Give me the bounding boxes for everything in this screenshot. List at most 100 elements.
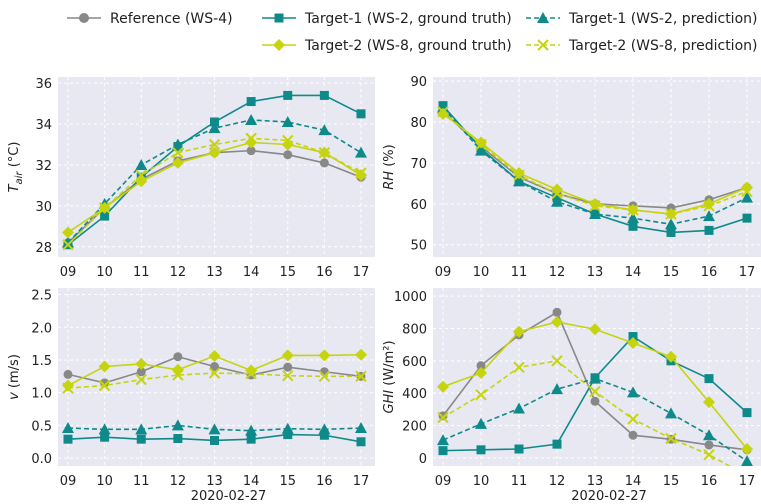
- data-point-t1gt: [552, 439, 562, 449]
- data-point-t2gt: [627, 337, 639, 350]
- data-point-t2gt: [475, 136, 487, 149]
- y-axis-label: Tair (°C): [7, 142, 25, 193]
- data-point-t2gt: [62, 226, 74, 239]
- data-point-t2pred: [589, 200, 601, 212]
- data-point-t2pred: [627, 204, 639, 216]
- data-point-t1pred: [627, 386, 639, 398]
- ytick-label: 0: [419, 452, 427, 467]
- ytick-label: 70: [410, 157, 427, 172]
- data-point-t1gt: [742, 408, 752, 418]
- data-point-t1gt: [356, 437, 366, 447]
- data-point-t2gt: [208, 350, 221, 363]
- data-point-t1pred: [589, 372, 601, 384]
- data-point-t2pred: [551, 187, 563, 200]
- xtick-label: 12: [549, 474, 566, 489]
- data-point-t2pred: [135, 373, 147, 386]
- data-point-t1gt: [210, 117, 219, 127]
- data-point-t1pred: [627, 212, 639, 224]
- data-point-t1pred: [355, 422, 367, 434]
- ytick-label: 0.5: [31, 419, 52, 434]
- data-point-ref: [628, 430, 638, 440]
- data-point-t2pred: [437, 411, 449, 424]
- xtick-label: 14: [243, 474, 260, 489]
- data-point-t1pred: [281, 422, 294, 434]
- x-axis-label: 2020-02-27: [191, 489, 267, 504]
- xtick-label: 14: [243, 265, 260, 280]
- data-point-ref: [210, 362, 219, 372]
- xtick-label: 13: [206, 474, 223, 489]
- xtick-label: 17: [353, 474, 370, 489]
- ytick-label: 0.0: [31, 452, 52, 467]
- xtick-label: 09: [435, 474, 452, 489]
- data-point-t1gt: [438, 446, 448, 456]
- xtick-label: 09: [435, 265, 452, 280]
- data-point-t2pred: [703, 200, 715, 212]
- data-point-t2pred: [741, 185, 753, 198]
- data-point-ref: [704, 440, 714, 450]
- plot-area: [58, 77, 375, 257]
- data-point-ref: [590, 396, 600, 406]
- legend-label-t2gt: Target-2 (WS-8, ground truth): [304, 38, 512, 54]
- xtick-label: 17: [739, 474, 756, 489]
- xtick-label: 11: [133, 474, 150, 489]
- data-point-t1gt: [283, 430, 293, 440]
- data-point-t2gt: [208, 146, 221, 159]
- legend-item-ref: Reference (WS-4): [67, 11, 233, 27]
- data-point-t2pred: [355, 167, 367, 179]
- data-point-t1gt: [100, 432, 110, 442]
- data-point-t2gt: [437, 380, 449, 393]
- xtick-label: 15: [279, 474, 296, 489]
- xtick-label: 17: [739, 265, 756, 280]
- data-point-t2gt: [475, 366, 487, 379]
- data-point-ref: [319, 367, 329, 377]
- ytick-label: 800: [402, 322, 427, 337]
- series-group: [437, 307, 753, 466]
- data-point-t2pred: [135, 169, 147, 181]
- data-point-t2pred: [551, 355, 563, 367]
- data-point-t2gt: [513, 167, 525, 180]
- data-point-t1pred: [551, 383, 563, 395]
- data-point-t2pred: [703, 448, 715, 461]
- data-point-t1gt: [246, 97, 256, 107]
- data-point-t1pred: [62, 422, 74, 434]
- xtick-label: 10: [473, 265, 490, 280]
- xtick-label: 12: [170, 474, 187, 489]
- data-point-t1pred: [475, 417, 487, 429]
- ytick-label: 60: [410, 198, 427, 213]
- data-point-t1gt: [63, 434, 73, 444]
- data-point-t1gt: [136, 434, 146, 444]
- legend-marker-ref: [79, 13, 89, 23]
- data-point-t1gt: [100, 211, 110, 221]
- data-point-t2pred: [665, 432, 677, 445]
- data-point-t1pred: [245, 113, 258, 125]
- xtick-label: 13: [206, 265, 223, 280]
- data-point-t2gt: [741, 443, 753, 456]
- data-point-t2gt: [665, 350, 677, 363]
- xtick-label: 16: [701, 265, 718, 280]
- ytick-label: 36: [35, 77, 52, 92]
- data-point-t1gt: [319, 90, 329, 100]
- data-point-t1pred: [208, 423, 221, 435]
- data-point-t1gt: [704, 374, 714, 384]
- data-point-t1pred: [703, 429, 715, 441]
- ytick-label: 30: [35, 200, 52, 215]
- data-point-ref: [666, 203, 676, 213]
- xtick-label: 12: [170, 265, 187, 280]
- xtick-label: 12: [549, 265, 566, 280]
- legend-marker-t1gt: [274, 13, 284, 23]
- ytick-label: 1.0: [31, 387, 52, 402]
- data-point-t1pred: [318, 124, 331, 136]
- data-point-t2pred: [172, 369, 184, 381]
- data-point-t1pred: [281, 116, 294, 127]
- ytick-label: 400: [402, 387, 427, 402]
- data-point-t1pred: [355, 146, 367, 158]
- ytick-label: 32: [35, 159, 52, 174]
- xtick-label: 13: [587, 474, 604, 489]
- data-point-t1gt: [628, 332, 638, 342]
- ytick-label: 1000: [394, 290, 427, 305]
- legend-item-t2pred: Target-2 (WS-8, prediction): [526, 38, 757, 54]
- data-point-t2pred: [62, 239, 74, 251]
- data-point-t1pred: [437, 434, 449, 446]
- data-point-ref: [283, 362, 293, 372]
- data-point-t1pred: [741, 455, 753, 466]
